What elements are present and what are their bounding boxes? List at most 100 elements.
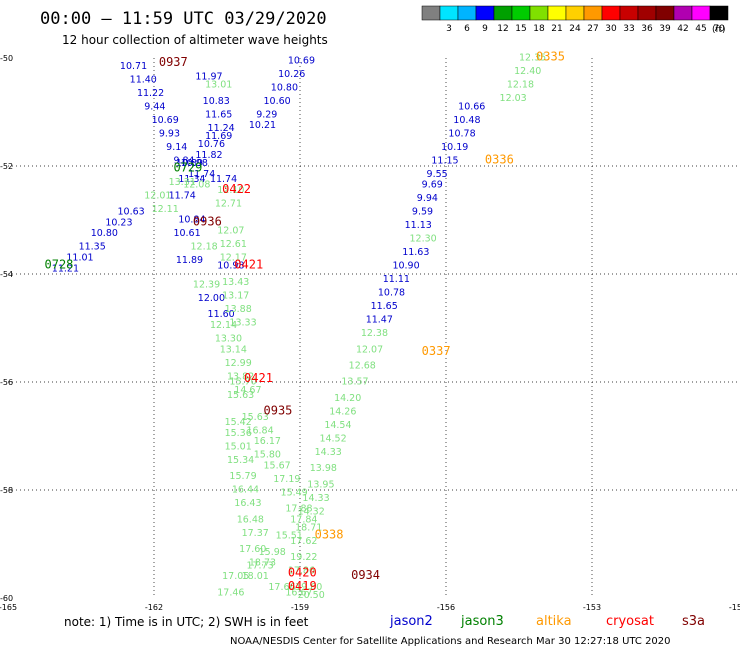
wave-height-value: 9.55 xyxy=(427,169,448,180)
wave-height-value: 13.88 xyxy=(225,304,252,315)
pass-time-label: 0337 xyxy=(422,344,451,358)
wave-height-value: 12.38 xyxy=(361,328,388,339)
wave-height-value: 15.42 xyxy=(225,417,252,428)
wave-height-value: 12.03 xyxy=(500,93,527,104)
color-bin xyxy=(709,5,729,21)
wave-height-value: 18.01 xyxy=(242,571,269,582)
wave-height-value: 10.78 xyxy=(448,128,475,139)
wave-height-value: 12.00 xyxy=(198,293,225,304)
wave-height-value: 15.34 xyxy=(227,455,254,466)
wave-height-value: 16.44 xyxy=(232,485,259,496)
color-bin xyxy=(493,5,513,21)
lon-tick-label: -153 xyxy=(583,603,601,612)
wave-height-value: 10.69 xyxy=(288,55,315,66)
map-subtitle: 12 hour collection of altimeter wave hei… xyxy=(62,33,328,47)
wave-height-value: 10.63 xyxy=(118,207,145,218)
wave-height-value: 12.11 xyxy=(152,204,179,215)
wave-height-value: 19.60 xyxy=(295,582,322,593)
lat-tick-label: -56 xyxy=(0,378,13,387)
wave-height-value: 12.07 xyxy=(356,344,383,355)
color-bin xyxy=(439,5,459,21)
pass-time-label: 0934 xyxy=(351,568,380,582)
wave-height-value: 11.47 xyxy=(366,315,393,326)
wave-height-value: 17.84 xyxy=(290,514,317,525)
wave-height-value: 9.84 xyxy=(173,155,194,166)
wave-height-value: 9.59 xyxy=(412,207,433,218)
wave-height-value: 11.01 xyxy=(66,253,93,264)
wave-height-value: 9.44 xyxy=(144,101,165,112)
color-bin-label: 21 xyxy=(551,24,562,34)
wave-height-value: 14.33 xyxy=(315,447,342,458)
color-bin xyxy=(511,5,531,21)
pass-time-label: 0728 xyxy=(45,258,74,272)
color-bin-label: 36 xyxy=(641,24,653,34)
wave-height-value: 12.18 xyxy=(191,242,218,253)
color-bin xyxy=(691,5,711,21)
wave-height-value: 13.95 xyxy=(307,479,334,490)
wave-height-value: 10.60 xyxy=(264,96,291,107)
wave-height-value: 11.65 xyxy=(371,301,398,312)
color-bin-label: 9 xyxy=(482,24,488,34)
wave-height-value: 12.18 xyxy=(507,80,534,91)
wave-height-value: 12.07 xyxy=(217,226,244,237)
color-bin xyxy=(475,5,495,21)
color-bin-label: 70 xyxy=(713,24,725,34)
wave-height-value: 13.17 xyxy=(222,290,249,301)
wave-height-value: 14.33 xyxy=(302,493,329,504)
wave-height-value: 17.05 xyxy=(222,571,249,582)
color-bin xyxy=(673,5,693,21)
wave-height-value: 12.68 xyxy=(349,361,376,372)
color-bin-label: 3 xyxy=(446,24,452,34)
color-bin-label: 30 xyxy=(605,24,617,34)
wave-height-value: 13.30 xyxy=(215,334,242,345)
color-bin xyxy=(655,5,675,21)
color-bin-label: 18 xyxy=(533,24,545,34)
wave-height-value: 11.60 xyxy=(208,309,235,320)
lon-tick-label: -159 xyxy=(291,603,309,612)
pass-time-label: 0421 xyxy=(244,371,273,385)
wave-height-value: 15.79 xyxy=(229,471,256,482)
lat-tick-label: -52 xyxy=(0,162,13,171)
wave-height-value: 11.21 xyxy=(52,263,79,274)
legend-altika: altika xyxy=(536,614,572,629)
wave-height-value: 17.66 xyxy=(268,582,295,593)
wave-height-value: 11.35 xyxy=(79,242,106,253)
color-scale-unit: (ft) xyxy=(712,25,726,35)
wave-height-value: 16.43 xyxy=(234,498,261,509)
lat-tick-label: -58 xyxy=(0,486,13,495)
wave-height-value: 12.39 xyxy=(193,280,220,291)
wave-height-value: 10.89 xyxy=(176,158,203,169)
wave-height-value: 13.82 xyxy=(227,371,254,382)
wave-height-value: 11.82 xyxy=(195,150,222,161)
satellite-legend: jason2 jason3 altika cryosat s3a xyxy=(389,614,705,629)
pass-time-label: 0336 xyxy=(485,152,514,166)
lat-tick-label: -60 xyxy=(0,594,13,603)
wave-height-value: 17.73 xyxy=(246,560,273,571)
pass-time-label: 0729 xyxy=(173,160,202,174)
wave-height-value: 12.30 xyxy=(410,234,437,245)
lon-tick-label: -150 xyxy=(729,603,740,612)
wave-height-value: 12.08 xyxy=(183,180,210,191)
wave-height-value: 17.62 xyxy=(290,536,317,547)
lon-tick-label: -165 xyxy=(0,603,17,612)
color-bin xyxy=(565,5,585,21)
wave-height-value: 12.71 xyxy=(215,199,242,210)
legend-cryosat: cryosat xyxy=(606,614,654,629)
wave-height-value: 10.98 xyxy=(217,261,244,272)
wave-height-value: 15.63 xyxy=(242,412,269,423)
units-note: note: 1) Time is in UTC; 2) SWH is in fe… xyxy=(64,615,309,629)
wave-height-value: 17.60 xyxy=(239,544,266,555)
wave-height-value: 12.61 xyxy=(220,239,247,250)
lon-tick-label: -162 xyxy=(145,603,163,612)
wave-height-value: 11.89 xyxy=(176,255,203,266)
wave-height-value: 9.94 xyxy=(417,193,438,204)
wave-height-value: 11.40 xyxy=(130,74,157,85)
wave-height-value: 11.22 xyxy=(137,88,164,99)
credit-line: NOAA/NESDIS Center for Satellite Applica… xyxy=(230,636,671,647)
wave-height-value: 15.51 xyxy=(276,531,303,542)
color-bin xyxy=(529,5,549,21)
wave-height-value: 20.50 xyxy=(298,590,325,601)
legend-s3a: s3a xyxy=(682,614,705,629)
wave-height-value: 14.54 xyxy=(324,420,351,431)
